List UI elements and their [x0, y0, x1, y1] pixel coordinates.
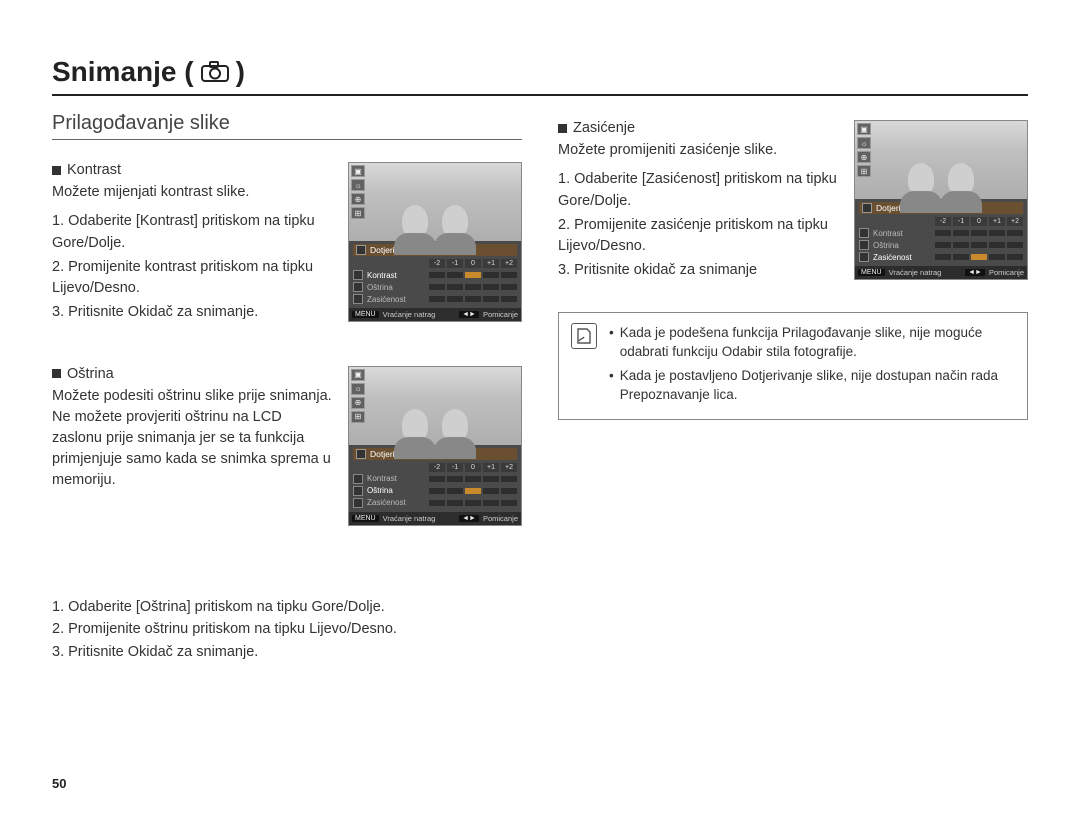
saturation-lcd: ▣☼⊕⊞Dotjerivanje slike-2-10+1+2KontrastO…: [854, 120, 1028, 284]
note-box: Kada je podešena funkcija Prilagođavanje…: [558, 312, 1028, 420]
sharpness-desc: Možete podesiti oštrinu slike prije snim…: [52, 386, 334, 491]
saturation-steps: 1. Odaberite [Zasićenost] pritiskom na t…: [558, 169, 840, 282]
sharpness-lcd: ▣☼⊕⊞Dotjerivanje slike-2-10+1+2KontrastO…: [348, 366, 522, 526]
left-column: Prilagođavanje slike Kontrast Možete mij…: [52, 112, 522, 663]
camera-icon: [200, 61, 230, 83]
note-item: Kada je postavljeno Dotjerivanje slike, …: [609, 366, 1015, 405]
page-title-suffix: ): [236, 56, 245, 88]
sharpness-heading: Oštrina: [52, 366, 334, 382]
contrast-lcd: ▣☼⊕⊞Dotjerivanje slike-2-10+1+2KontrastO…: [348, 162, 522, 326]
contrast-desc: Možete mijenjati kontrast slike.: [52, 182, 334, 203]
saturation-block: Zasićenje Možete promijeniti zasićenje s…: [558, 120, 1028, 284]
saturation-heading: Zasićenje: [558, 120, 840, 136]
section-title: Prilagođavanje slike: [52, 112, 522, 140]
contrast-heading: Kontrast: [52, 162, 334, 178]
contrast-block: Kontrast Možete mijenjati kontrast slike…: [52, 162, 522, 326]
page-title: Snimanje ( ): [52, 56, 1028, 96]
saturation-desc: Možete promijeniti zasićenje slike.: [558, 140, 840, 161]
note-item: Kada je podešena funkcija Prilagođavanje…: [609, 323, 1015, 362]
sharpness-block: Oštrina Možete podesiti oštrinu slike pr…: [52, 366, 522, 526]
sharpness-wide-steps: 1. Odaberite [Oštrina] pritiskom na tipk…: [52, 596, 522, 663]
right-column: Zasićenje Možete promijeniti zasićenje s…: [558, 112, 1028, 663]
contrast-steps: 1. Odaberite [Kontrast] pritiskom na tip…: [52, 211, 334, 324]
note-list: Kada je podešena funkcija Prilagođavanje…: [609, 323, 1015, 409]
page-number: 50: [52, 776, 66, 791]
note-icon: [571, 323, 597, 349]
page-title-text: Snimanje (: [52, 56, 194, 88]
